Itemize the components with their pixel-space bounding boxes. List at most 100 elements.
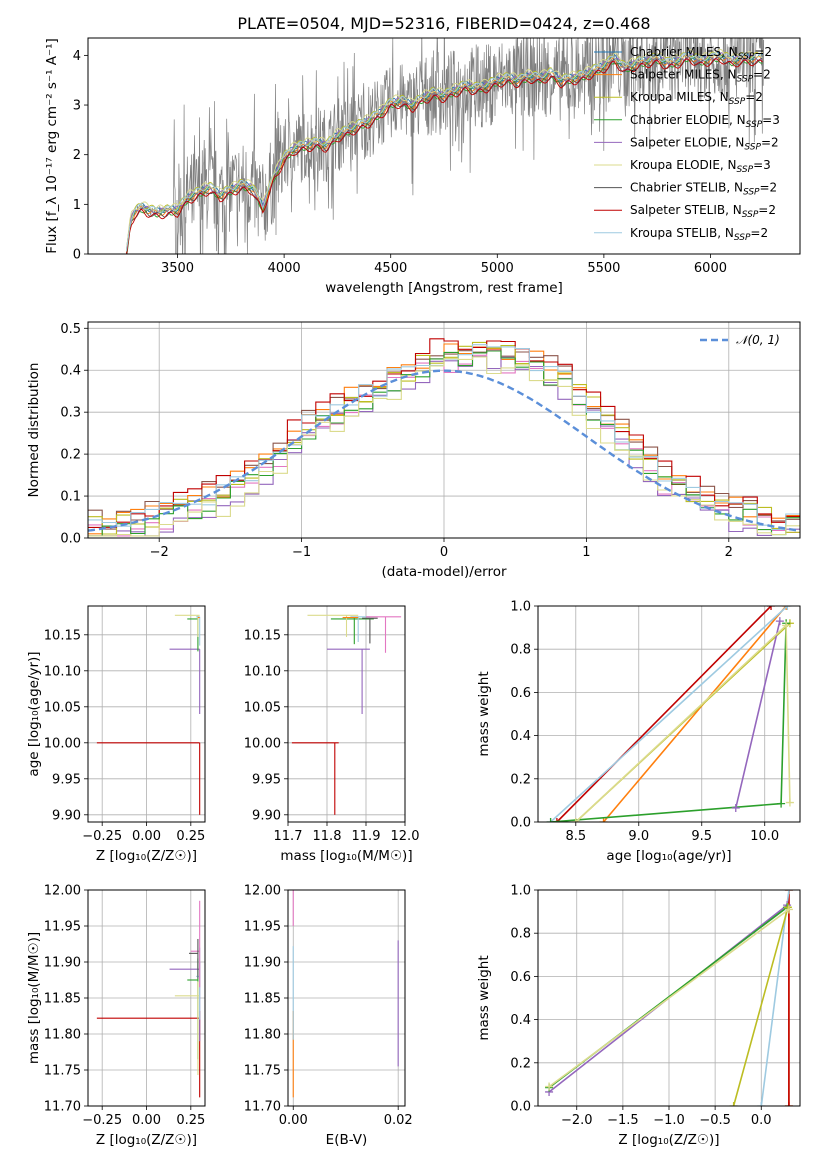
- weight-marker: [552, 818, 561, 822]
- x-tick-label: 6000: [694, 261, 727, 276]
- panel-age-vs-mass: 11.7 11.8 11.9 12.0 9.90 9.95 10.00 10.05 10.10 1…: [244, 605, 420, 864]
- weight-line-2: [760, 890, 790, 1106]
- x-tick-label: −1.5: [607, 1113, 639, 1128]
- x-tick-label: −0.25: [82, 1113, 122, 1128]
- legend-entry: Salpeter MILES, NSSP=2: [630, 68, 771, 85]
- y-tick-label: 0.8: [510, 643, 531, 658]
- panel-spectrum: 3500 4000 4500 5000 5500 6000 0 1 2 3 4 wavelength …: [44, 14, 801, 296]
- panel-mass-weight-vs-Z: −2.0 −1.5 −1.0 −0.5 0.0 0.0 0.2 0.4 0.6 0.8 1.0 Z […: [476, 884, 801, 1148]
- y-tick-label: 0.6: [510, 970, 531, 985]
- weight-marker: [599, 818, 608, 822]
- y-axis-label: mass weight: [476, 955, 492, 1040]
- x-tick-label: 3500: [161, 261, 194, 276]
- x-tick-label: −2.0: [561, 1113, 593, 1128]
- x-axis-label: (data-model)/error: [381, 564, 507, 580]
- y-tick-label: 0.4: [510, 1013, 531, 1028]
- observed-spectrum-line: [126, 38, 765, 254]
- plot-area: [538, 606, 800, 822]
- x-tick-label: 9.5: [691, 829, 712, 844]
- y-tick-label: 12.00: [44, 884, 81, 899]
- x-axis-label: E(B-V): [326, 1132, 368, 1148]
- weight-line-0: [556, 606, 772, 822]
- x-tick-label: 4500: [374, 261, 407, 276]
- axes-frame: [537, 605, 801, 823]
- y-tick-label: 11.95: [44, 920, 81, 935]
- y-tick-label: 11.95: [244, 920, 281, 935]
- y-tick-label: 10.05: [44, 700, 81, 715]
- x-tick-label: −0.25: [82, 829, 122, 844]
- y-tick-label: 0.0: [510, 1100, 531, 1115]
- weight-marker: [546, 818, 555, 822]
- x-tick-label: 11.7: [274, 829, 303, 844]
- plot-area: [288, 606, 405, 822]
- weight-marker: [729, 1102, 738, 1106]
- x-axis-label: Z [log₁₀(Z/Z☉)]: [96, 1132, 197, 1148]
- y-tick-label: 10.05: [244, 700, 281, 715]
- y-tick-label: 10.10: [244, 664, 281, 679]
- x-tick-label: 10.0: [750, 829, 779, 844]
- x-tick-label: 0.00: [132, 829, 161, 844]
- chart-title: PLATE=0504, MJD=52316, FIBERID=0424, z=0…: [237, 14, 650, 33]
- y-tick-label: 11.85: [44, 992, 81, 1007]
- weight-marker: [545, 1082, 554, 1091]
- x-tick-label: 0.00: [132, 1113, 161, 1128]
- y-tick-label: 2: [73, 148, 81, 163]
- y-tick-label: 11.70: [44, 1100, 81, 1115]
- x-tick-label: 9.0: [628, 829, 649, 844]
- x-tick-label: 0.0: [751, 1113, 772, 1128]
- x-tick-label: −0.5: [699, 1113, 731, 1128]
- y-tick-label: 9.90: [52, 808, 81, 823]
- model-line-8: [125, 52, 763, 252]
- y-tick-label: 10.00: [44, 736, 81, 751]
- x-tick-label: 0: [440, 545, 448, 560]
- x-tick-label: 12.0: [391, 829, 420, 844]
- panel-mass-vs-Z: −0.25 0.00 0.25 11.70 11.75 11.80 11.85 11.90 11…: [26, 884, 206, 1148]
- x-axis-label: age [log₁₀(age/yr)]: [606, 848, 731, 864]
- y-tick-label: 10.15: [44, 628, 81, 643]
- y-tick-label: 10.15: [244, 628, 281, 643]
- y-tick-label: 1.0: [510, 884, 531, 899]
- x-tick-label: 0.02: [384, 1113, 413, 1128]
- weight-marker: [775, 617, 784, 626]
- y-axis-label: Flux [f_λ 10⁻¹⁷ erg cm⁻² s⁻¹ A⁻¹]: [44, 38, 60, 254]
- y-tick-label: 0.8: [510, 927, 531, 942]
- weight-marker: [571, 818, 580, 822]
- histogram-6: [88, 350, 800, 537]
- y-tick-label: 0.0: [510, 816, 531, 831]
- y-tick-label: 9.95: [52, 772, 81, 787]
- weight-marker: [782, 606, 791, 610]
- y-axis-label: age [log₁₀(age/yr)]: [26, 651, 42, 776]
- weight-marker: [782, 621, 791, 630]
- x-axis-label: wavelength [Angstrom, rest frame]: [325, 280, 563, 296]
- y-tick-label: 0.2: [510, 1056, 531, 1071]
- normal-reference-curve: [88, 369, 798, 532]
- y-tick-label: 11.80: [244, 1028, 281, 1043]
- y-tick-label: 1.0: [510, 600, 531, 615]
- x-tick-label: 1: [582, 545, 590, 560]
- legend-entry: Chabrier MILES, NSSP=2: [630, 45, 772, 62]
- y-tick-label: 11.90: [44, 956, 81, 971]
- y-tick-label: 11.75: [44, 1064, 81, 1079]
- y-tick-label: 12.00: [244, 884, 281, 899]
- model-line-1: [125, 54, 763, 253]
- plot-area: [88, 322, 800, 538]
- weight-line-2: [550, 606, 788, 822]
- weight-marker: [784, 890, 793, 894]
- axes-frame: [87, 37, 801, 255]
- y-tick-label: 11.75: [244, 1064, 281, 1079]
- panel-mass-vs-ebv: 0.00 0.02 11.70 11.75 11.80 11.85 11.90 11.95 12…: [244, 884, 413, 1149]
- weight-marker: [777, 799, 786, 808]
- x-axis-label: mass [log₁₀(M/M☉)]: [280, 848, 412, 864]
- y-tick-label: 11.90: [244, 956, 281, 971]
- plot-area: [538, 890, 800, 1106]
- plot-area: [125, 38, 765, 254]
- y-tick-label: 10.10: [44, 664, 81, 679]
- x-tick-label: 11.8: [313, 829, 342, 844]
- y-tick-label: 3: [73, 99, 81, 114]
- y-tick-label: 10.00: [244, 736, 281, 751]
- panel-residual-histograms: −2 −1 0 1 2 0.0 0.1 0.2 0.3 0.4 0.5 (data-model)/er…: [26, 321, 801, 580]
- weight-line-5: [735, 620, 781, 809]
- weight-marker: [767, 606, 776, 610]
- legend-entry: 𝒩(0, 1): [736, 333, 780, 347]
